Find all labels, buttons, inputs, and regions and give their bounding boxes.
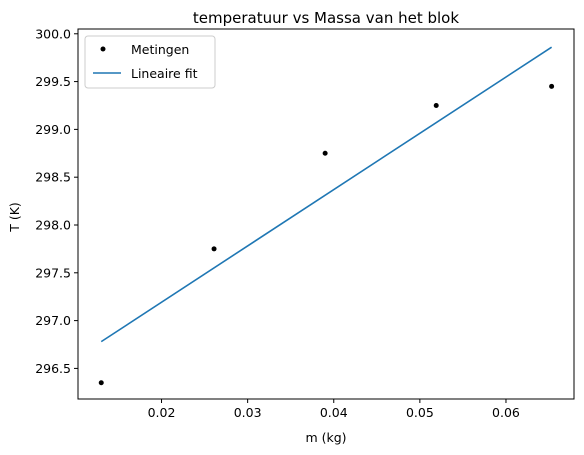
x-tick-label: 0.05 [406, 405, 434, 420]
y-axis-label: T (K) [7, 202, 22, 233]
y-axis-ticks: 296.5 297.0 297.5 298.0 298.5 299.0 299.5 300.0 [35, 26, 78, 376]
x-tick-label: 0.06 [492, 405, 520, 420]
y-tick-label: 300.0 [35, 26, 71, 41]
y-tick-label: 297.5 [35, 265, 71, 280]
legend-label-lineaire-fit: Lineaire fit [131, 66, 198, 81]
data-point [322, 150, 328, 156]
y-tick-label: 299.5 [35, 74, 71, 89]
y-tick-label: 299.0 [35, 122, 71, 137]
data-point [549, 83, 555, 89]
x-tick-label: 0.04 [320, 405, 348, 420]
axes-frame [77, 28, 575, 400]
data-point [433, 102, 439, 108]
legend: Metingen Lineaire fit [84, 35, 216, 89]
x-axis-label: m (kg) [305, 430, 346, 445]
plot-area [98, 46, 555, 386]
y-tick-label: 296.5 [35, 361, 71, 376]
x-axis-ticks: 0.02 0.03 0.04 0.05 0.06 [148, 399, 520, 420]
data-point [98, 380, 104, 386]
legend-marker-metingen [100, 46, 106, 52]
chart-title: temperatuur vs Massa van het blok [193, 9, 459, 27]
data-point [211, 246, 217, 252]
legend-box [84, 35, 216, 89]
y-tick-label: 298.0 [35, 217, 71, 232]
x-tick-label: 0.03 [234, 405, 262, 420]
x-tick-label: 0.02 [148, 405, 176, 420]
fit-line [100, 46, 553, 343]
legend-label-metingen: Metingen [131, 42, 189, 57]
y-tick-label: 298.5 [35, 170, 71, 185]
y-tick-label: 297.0 [35, 313, 71, 328]
